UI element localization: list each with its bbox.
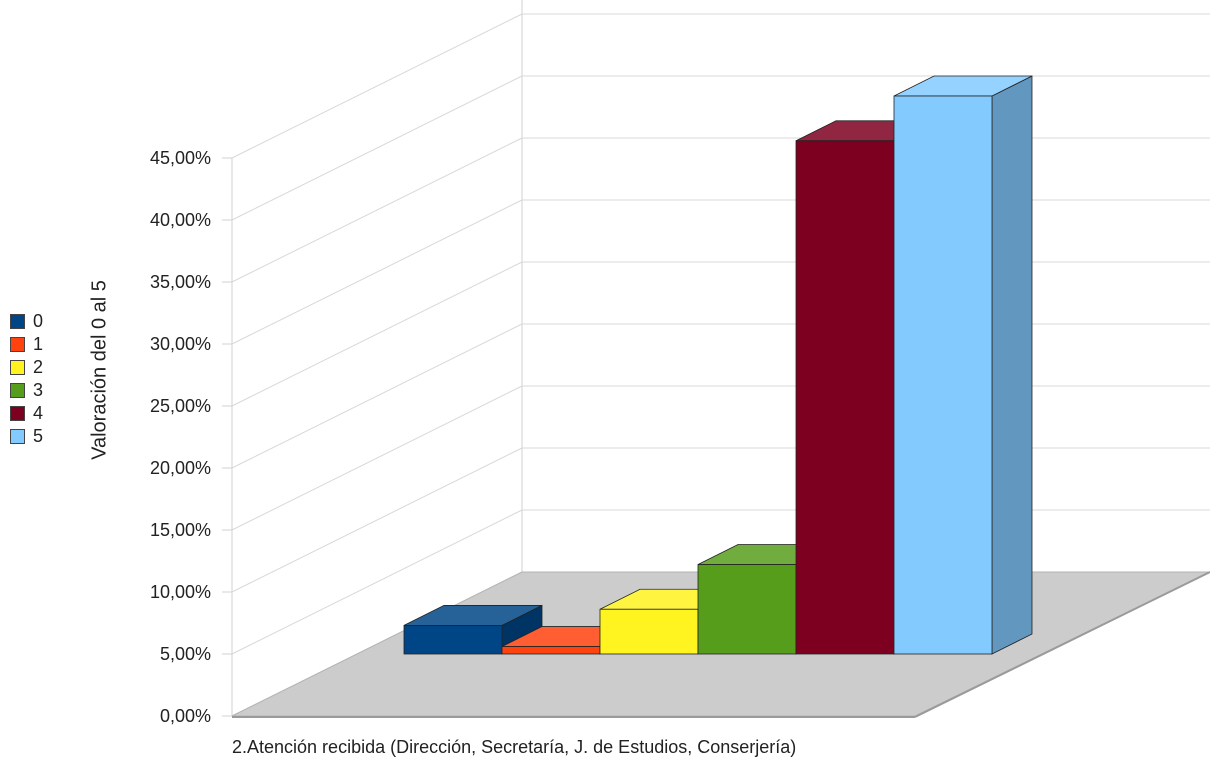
legend-item-2: 2 <box>10 356 43 379</box>
legend-label: 5 <box>33 426 44 446</box>
legend-swatch <box>10 314 25 329</box>
legend-swatch <box>10 406 25 421</box>
gridline-side <box>231 509 523 655</box>
bar-front-5 <box>893 95 993 655</box>
y-axis-ticks: 0,00% 5,00% 10,00% 15,00% 20,00% 25,00% 30,00%… <box>150 148 232 726</box>
legend-item-3: 3 <box>10 379 43 402</box>
bars <box>403 75 1033 655</box>
legend-label: 3 <box>33 380 44 400</box>
legend: 0 1 2 3 4 5 <box>10 310 43 448</box>
legend-label: 2 <box>33 357 44 377</box>
y-tick-label: 35,00% <box>150 272 211 292</box>
y-tick-label: 25,00% <box>150 396 211 416</box>
legend-item-4: 4 <box>10 402 43 425</box>
legend-label: 0 <box>33 311 44 331</box>
legend-swatch <box>10 383 25 398</box>
gridline-side <box>231 137 523 283</box>
x-axis-label: 2.Atención recibida (Dirección, Secretar… <box>232 737 797 757</box>
legend-label: 1 <box>33 334 44 354</box>
bar-front-2 <box>599 608 699 655</box>
bar-front-3 <box>697 564 797 655</box>
y-tick-label: 30,00% <box>150 334 211 354</box>
gridline-side <box>231 385 523 531</box>
y-tick-label: 20,00% <box>150 458 211 478</box>
bar-0 <box>403 604 543 655</box>
gridline-side <box>231 323 523 469</box>
bar-side-5 <box>991 75 1033 655</box>
gridline-side <box>231 199 523 345</box>
y-tick-label: 15,00% <box>150 520 211 540</box>
gridline-side <box>231 261 523 407</box>
y-tick-label: 10,00% <box>150 582 211 602</box>
legend-label: 4 <box>33 403 44 423</box>
bar-front-1 <box>501 646 601 655</box>
gridline-side <box>231 447 523 593</box>
legend-swatch <box>10 337 25 352</box>
legend-item-1: 1 <box>10 333 43 356</box>
legend-item-0: 0 <box>10 310 43 333</box>
legend-item-5: 5 <box>10 425 43 448</box>
y-tick-label: 0,00% <box>160 706 211 726</box>
gridline-side <box>231 75 523 221</box>
bar-front-0 <box>403 625 503 655</box>
y-tick-label: 45,00% <box>150 148 211 168</box>
legend-swatch <box>10 429 25 444</box>
y-tick-label: 5,00% <box>160 644 211 664</box>
y-tick-label: 40,00% <box>150 210 211 230</box>
gridline-side <box>231 13 523 159</box>
y-axis-label: Valoración del 0 al 5 <box>88 280 111 460</box>
legend-swatch <box>10 360 25 375</box>
bar-5 <box>893 75 1033 655</box>
floor-right-edge <box>914 571 1210 718</box>
bar-front-4 <box>795 140 895 655</box>
